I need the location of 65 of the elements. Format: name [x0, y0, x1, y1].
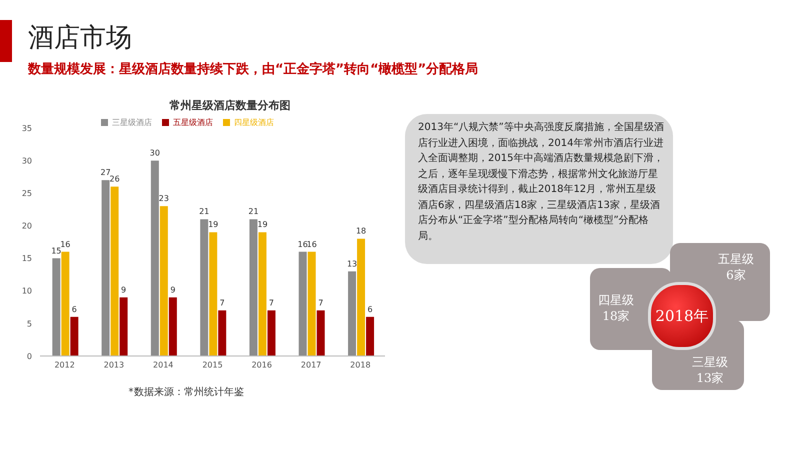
- bar: [298, 252, 307, 356]
- bar: [61, 252, 70, 356]
- data-label: 7: [318, 298, 324, 308]
- y-tick-label: 30: [22, 156, 32, 166]
- data-label: 26: [110, 174, 120, 184]
- data-label: 15: [51, 246, 62, 256]
- text: *数据来源：常州统计年鉴: [128, 386, 244, 399]
- data-label: 19: [257, 220, 268, 230]
- bar: [316, 310, 325, 356]
- data-label: 21: [248, 207, 259, 216]
- bar: [120, 297, 128, 356]
- data-label: 21: [199, 207, 210, 216]
- bar: [366, 316, 374, 356]
- data-label: 7: [220, 298, 225, 308]
- bar: [70, 316, 78, 356]
- y-tick-label: 25: [22, 188, 32, 198]
- y-tick-label: 15: [22, 254, 32, 264]
- bar: [267, 310, 276, 356]
- data-label: 30: [150, 148, 160, 158]
- text: 数量规模发展：星级酒店数量持续下跌，由“正金字塔”转向“橄榄型”分配格局: [28, 60, 478, 78]
- legend-label: 四星级酒店: [234, 118, 274, 127]
- data-label: 9: [170, 285, 176, 294]
- x-tick-label: 2012: [54, 360, 75, 370]
- bar: [258, 232, 266, 356]
- data-label: 16: [306, 240, 317, 249]
- y-tick-label: 5: [26, 319, 32, 328]
- chart-title: 常州星级酒店数量分布图: [168, 98, 292, 113]
- data-label: 16: [60, 240, 70, 249]
- data-label: 16: [298, 240, 308, 249]
- y-tick-label: 0: [26, 352, 32, 361]
- x-tick-label: 2018: [350, 360, 371, 370]
- bar: [160, 206, 168, 356]
- data-label: 18: [356, 226, 366, 236]
- data-label: 6: [367, 304, 373, 314]
- bar: [110, 186, 119, 356]
- x-tick-label: 2015: [202, 360, 223, 370]
- bar: [168, 297, 177, 356]
- x-tick-label: 2017: [300, 360, 322, 370]
- bar: [348, 271, 356, 356]
- legend-label: 三星级酒店: [112, 118, 152, 127]
- x-tick-label: 2014: [153, 360, 174, 370]
- data-label: 19: [208, 220, 218, 230]
- bar: [150, 160, 159, 356]
- legend-label: 五星级酒店: [173, 118, 213, 127]
- bar: [209, 232, 218, 356]
- x-tick-label: 2016: [252, 360, 272, 370]
- bar: [308, 252, 316, 356]
- bar: [218, 310, 226, 356]
- data-label: 6: [72, 304, 77, 314]
- data-label: 13: [346, 259, 358, 268]
- data-label: 27: [100, 168, 111, 178]
- text: 2013年“八规六禁”等中央高强度反腐措施，全国星级酒店行业进入困境，面临挑战，2014年常州市酒店行业进入全面调整期，2015年中高端酒店数量规模急剧下滑，之后，逐年呈现缓慢下滑态势，根据常州文化旅游厅星级酒店目录统计得到，截止2018年12月，常州五星级酒店6家，四星级酒店18家，三星级酒店13家，星级酒店分布从“正金字塔”型分配格局转向“橄榄型”分配格局。: [418, 120, 664, 244]
- data-label: 9: [121, 285, 126, 294]
- x-tick-label: 2013: [104, 360, 124, 370]
- y-tick-label: 20: [22, 222, 32, 231]
- data-label: 23: [158, 194, 169, 204]
- data-label: 7: [268, 298, 274, 308]
- bar: [102, 180, 110, 356]
- y-tick-label: 35: [22, 124, 32, 133]
- bar: [249, 219, 258, 356]
- text: 酒店市场: [28, 22, 132, 55]
- y-tick-label: 10: [22, 286, 32, 296]
- bar: [200, 219, 208, 356]
- bar: [52, 258, 60, 356]
- bar: [357, 238, 366, 356]
